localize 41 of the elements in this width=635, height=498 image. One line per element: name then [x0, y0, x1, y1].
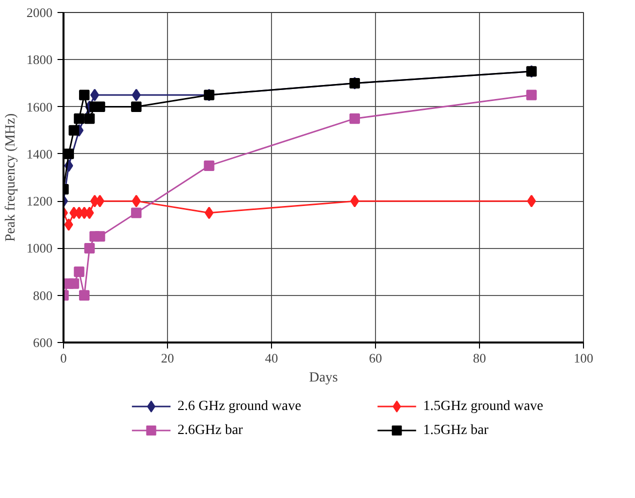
- point: [68, 125, 80, 136]
- y-tick-label: 2000: [26, 5, 52, 20]
- point: [84, 113, 95, 124]
- y-tick-label: 1800: [26, 52, 52, 68]
- x-tick-label: 60: [369, 350, 382, 366]
- point: [84, 242, 95, 254]
- point: [204, 160, 214, 171]
- point: [94, 231, 106, 242]
- legend-label: 2.6 GHz ground wave: [178, 399, 302, 414]
- point: [74, 266, 84, 278]
- x-axis-title: Days: [309, 370, 338, 386]
- point: [74, 113, 84, 124]
- legend-label: 1.5GHz ground wave: [423, 399, 544, 414]
- legend-label: 1.5GHz bar: [423, 423, 489, 438]
- point: [79, 90, 90, 100]
- y-axis-title: Peak frequency (MHz): [4, 113, 18, 242]
- point: [350, 194, 360, 208]
- x-tick-label: 20: [161, 350, 174, 366]
- y-tick-label: 1200: [26, 194, 52, 209]
- point: [64, 218, 74, 231]
- point: [64, 148, 74, 160]
- y-tick-label: 800: [33, 288, 52, 303]
- y-tick-label: 1400: [26, 146, 52, 162]
- point: [204, 206, 214, 220]
- point: [131, 102, 142, 112]
- point: [79, 290, 90, 301]
- point: [132, 88, 141, 102]
- point: [90, 88, 100, 102]
- y-tick-label: 1000: [26, 240, 52, 256]
- y-tick-label: 600: [33, 335, 52, 350]
- x-tick-label: 80: [473, 350, 486, 366]
- y-tick-label: 1600: [26, 99, 52, 114]
- point: [526, 90, 537, 100]
- legend-label: 2.6GHz bar: [178, 423, 244, 438]
- x-tick-label: 100: [574, 350, 594, 366]
- point: [132, 194, 141, 208]
- x-tick-label: 40: [265, 350, 278, 366]
- point: [131, 208, 142, 218]
- x-tick-label: 0: [60, 350, 67, 366]
- point: [68, 278, 80, 289]
- point: [349, 113, 360, 124]
